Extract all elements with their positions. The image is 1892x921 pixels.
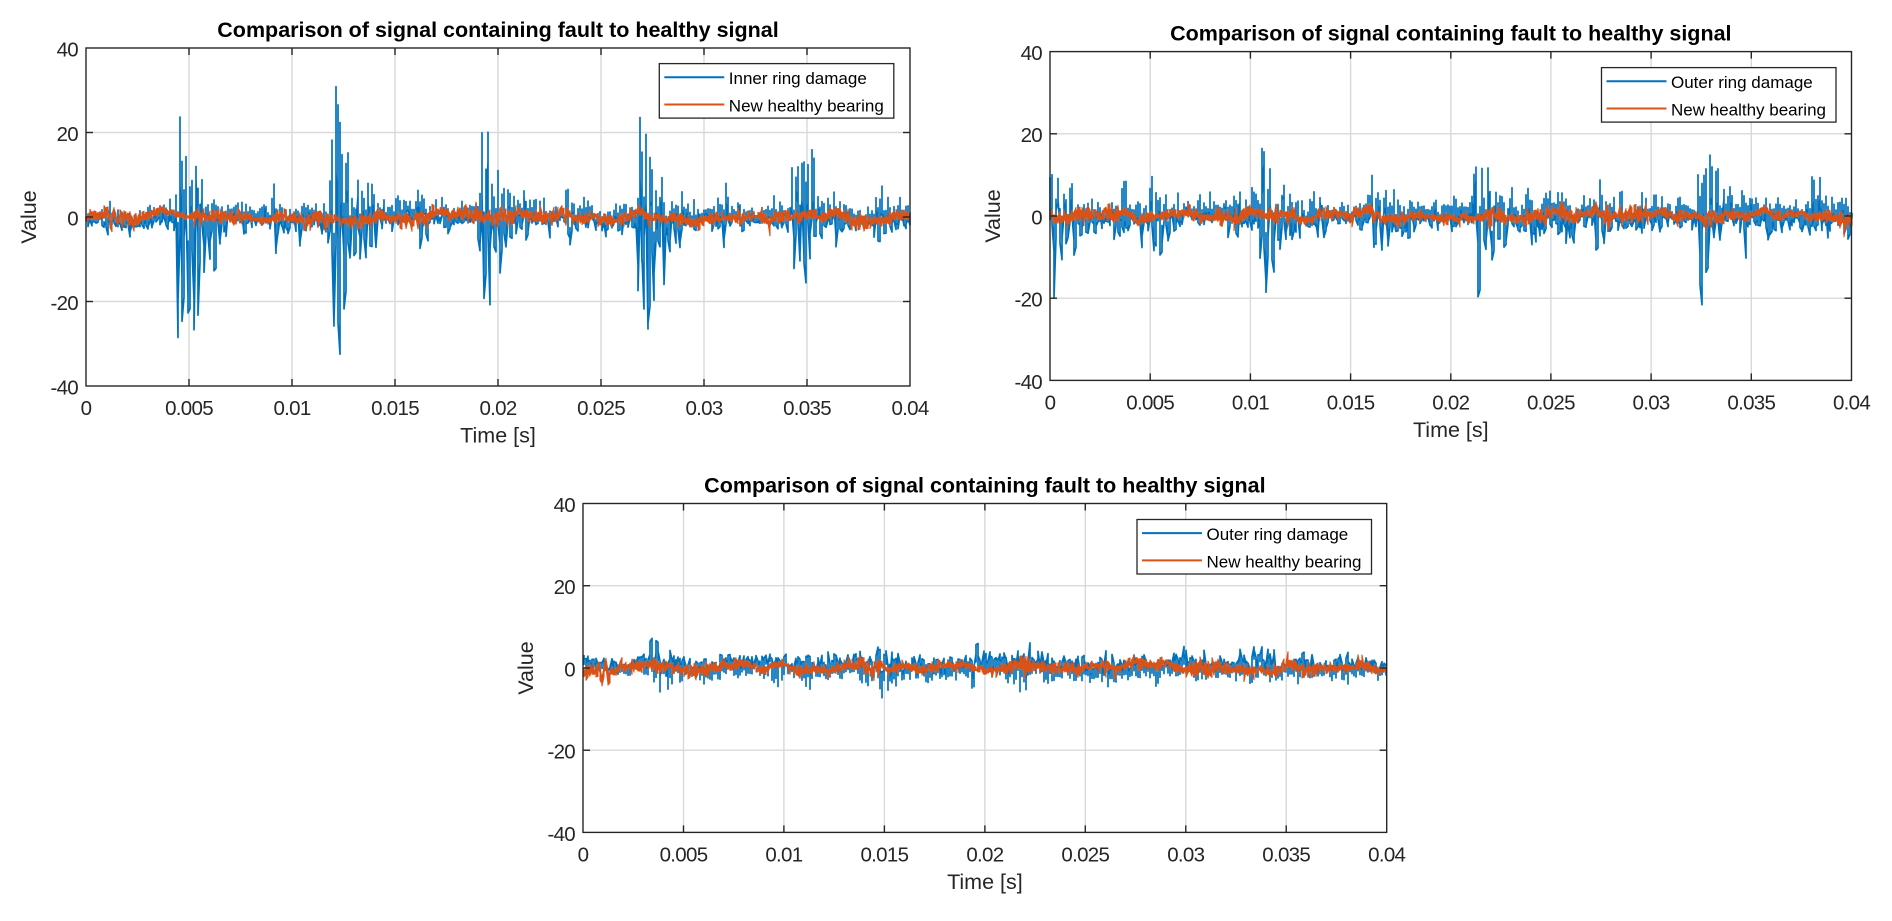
svg-text:-20: -20 [1014, 289, 1042, 312]
svg-text:0.02: 0.02 [479, 397, 516, 420]
svg-text:40: 40 [1021, 42, 1043, 65]
svg-text:0.03: 0.03 [1633, 391, 1670, 414]
svg-text:-40: -40 [50, 376, 78, 399]
svg-text:New healthy bearing: New healthy bearing [729, 96, 884, 115]
svg-text:0: 0 [1031, 206, 1042, 229]
svg-text:0: 0 [578, 843, 589, 866]
svg-text:-40: -40 [547, 823, 575, 846]
svg-text:0.025: 0.025 [1527, 391, 1575, 414]
svg-text:Comparison of signal containin: Comparison of signal containing fault to… [1170, 22, 1731, 46]
svg-text:40: 40 [554, 494, 576, 517]
svg-text:0.02: 0.02 [966, 843, 1003, 866]
svg-text:Comparison of signal containin: Comparison of signal containing fault to… [217, 18, 778, 42]
svg-text:0.035: 0.035 [1262, 843, 1310, 866]
svg-text:0.035: 0.035 [1727, 391, 1775, 414]
svg-text:20: 20 [554, 576, 576, 599]
svg-text:0.035: 0.035 [783, 397, 831, 420]
svg-text:0.025: 0.025 [1061, 843, 1109, 866]
svg-text:Time [s]: Time [s] [460, 424, 536, 448]
svg-text:0.025: 0.025 [577, 397, 625, 420]
svg-text:Value: Value [981, 189, 1005, 242]
svg-text:0: 0 [81, 397, 92, 420]
svg-text:Outer ring damage: Outer ring damage [1671, 73, 1813, 92]
svg-text:0.01: 0.01 [1232, 391, 1269, 414]
svg-text:0.005: 0.005 [165, 397, 213, 420]
svg-text:-20: -20 [50, 292, 78, 315]
svg-text:0.015: 0.015 [371, 397, 419, 420]
svg-text:0.005: 0.005 [1126, 391, 1174, 414]
svg-text:New healthy bearing: New healthy bearing [1671, 100, 1826, 119]
svg-text:Inner ring damage: Inner ring damage [729, 69, 867, 88]
svg-text:0.01: 0.01 [765, 843, 802, 866]
svg-text:0.005: 0.005 [660, 843, 708, 866]
svg-text:New healthy bearing: New healthy bearing [1207, 552, 1362, 571]
svg-text:Value: Value [17, 190, 41, 243]
svg-text:0.02: 0.02 [1432, 391, 1469, 414]
svg-text:20: 20 [57, 123, 79, 146]
svg-text:-20: -20 [547, 741, 575, 764]
svg-text:Value: Value [514, 641, 538, 694]
svg-text:0.01: 0.01 [273, 397, 310, 420]
svg-text:0.03: 0.03 [1167, 843, 1204, 866]
svg-text:-40: -40 [1014, 371, 1042, 394]
svg-text:0.015: 0.015 [860, 843, 908, 866]
svg-text:0.04: 0.04 [1368, 843, 1405, 866]
svg-text:40: 40 [57, 38, 79, 61]
svg-text:0.04: 0.04 [1833, 391, 1870, 414]
svg-text:0.015: 0.015 [1327, 391, 1375, 414]
svg-text:0: 0 [67, 207, 78, 230]
svg-text:Time [s]: Time [s] [947, 870, 1023, 894]
svg-text:0.03: 0.03 [685, 397, 722, 420]
svg-text:Time [s]: Time [s] [1413, 418, 1489, 442]
svg-text:20: 20 [1021, 124, 1043, 147]
svg-text:0.04: 0.04 [891, 397, 928, 420]
svg-text:0: 0 [564, 658, 575, 681]
svg-text:Outer ring damage: Outer ring damage [1207, 525, 1349, 544]
svg-text:0: 0 [1045, 391, 1056, 414]
svg-text:Comparison of signal containin: Comparison of signal containing fault to… [704, 474, 1265, 498]
